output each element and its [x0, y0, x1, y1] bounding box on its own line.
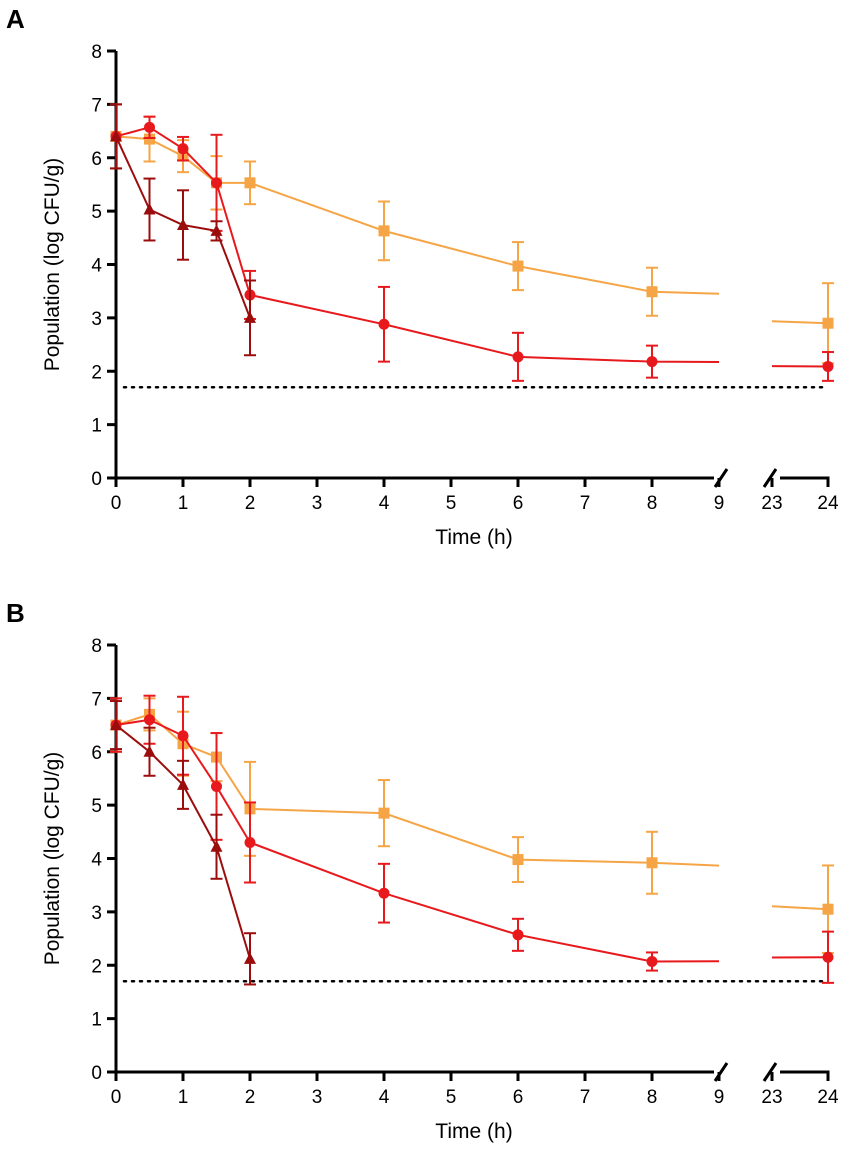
y-tick-label: 0 [91, 1063, 102, 1084]
series-line [772, 906, 828, 909]
x-tick-label: 8 [647, 1087, 658, 1108]
x-tick-label: 4 [379, 1087, 390, 1108]
axis-break-mark [764, 1063, 776, 1081]
y-tick-label: 1 [91, 416, 102, 437]
x-tick-label: 5 [446, 493, 457, 514]
axis-break-mark [715, 1063, 727, 1081]
data-point-triangle [144, 745, 156, 757]
data-point-square [513, 261, 524, 272]
x-tick-label: 24 [817, 493, 839, 514]
x-tick-label: 7 [580, 493, 591, 514]
x-tick-label: 6 [513, 493, 524, 514]
y-axis-title: Population (log CFU/g) [41, 158, 64, 372]
y-tick-label: 6 [91, 743, 102, 764]
data-point-triangle [144, 203, 156, 215]
x-tick-label: 0 [111, 493, 122, 514]
y-axis-title: Population (log CFU/g) [41, 752, 64, 966]
data-point-triangle [244, 952, 256, 964]
y-tick-label: 3 [91, 309, 102, 330]
y-tick-label: 3 [91, 903, 102, 924]
x-axis-title: Time (h) [435, 1120, 512, 1143]
x-tick-label: 8 [647, 493, 658, 514]
y-tick-label: 4 [91, 256, 102, 277]
series-circle [110, 104, 834, 380]
series-line [116, 720, 719, 962]
series-circle [110, 696, 834, 983]
y-tick-label: 8 [91, 42, 102, 63]
data-point-square [647, 857, 658, 868]
y-tick-label: 1 [91, 1010, 102, 1031]
data-point-triangle [211, 840, 223, 852]
series-line [116, 136, 719, 293]
x-tick-label: 7 [580, 1087, 591, 1108]
x-tick-label: 9 [714, 1087, 725, 1108]
data-point-circle [647, 356, 658, 367]
data-point-circle [379, 888, 390, 899]
y-tick-label: 0 [91, 469, 102, 490]
y-tick-label: 6 [91, 149, 102, 170]
data-point-circle [379, 319, 390, 330]
data-point-circle [144, 714, 155, 725]
x-tick-label: 6 [513, 1087, 524, 1108]
data-point-square [823, 904, 834, 915]
y-tick-label: 5 [91, 796, 102, 817]
data-point-square [647, 286, 658, 297]
data-point-circle [823, 361, 834, 372]
y-tick-label: 7 [91, 689, 102, 710]
data-point-square [823, 318, 834, 329]
data-point-circle [178, 730, 189, 741]
y-tick-label: 2 [91, 362, 102, 383]
data-point-circle [513, 929, 524, 940]
data-point-square [513, 854, 524, 865]
y-tick-label: 2 [91, 956, 102, 977]
data-point-circle [144, 122, 155, 133]
y-tick-label: 4 [91, 850, 102, 871]
series-line [772, 321, 828, 323]
axis-break-mark [715, 469, 727, 487]
data-point-circle [647, 956, 658, 967]
series-line [116, 714, 719, 865]
data-point-triangle [177, 219, 189, 231]
axis-break-mark [764, 469, 776, 487]
data-point-triangle [244, 311, 256, 323]
data-point-square [379, 225, 390, 236]
x-tick-label: 2 [245, 1087, 256, 1108]
data-point-circle [513, 351, 524, 362]
x-tick-label: 9 [714, 493, 725, 514]
x-tick-label: 2 [245, 493, 256, 514]
y-tick-label: 8 [91, 636, 102, 657]
series-square [110, 698, 834, 953]
data-point-circle [211, 177, 222, 188]
x-tick-label: 1 [178, 1087, 189, 1108]
x-tick-label: 23 [761, 1087, 782, 1108]
data-point-circle [245, 837, 256, 848]
x-tick-label: 1 [178, 493, 189, 514]
x-axis-title: Time (h) [435, 526, 512, 549]
x-tick-label: 5 [446, 1087, 457, 1108]
x-tick-label: 3 [312, 1087, 323, 1108]
data-point-circle [178, 143, 189, 154]
y-tick-label: 7 [91, 95, 102, 116]
x-tick-label: 0 [111, 1087, 122, 1108]
data-point-circle [823, 952, 834, 963]
x-tick-label: 23 [761, 493, 782, 514]
x-tick-label: 3 [312, 493, 323, 514]
y-tick-label: 5 [91, 202, 102, 223]
data-point-square [245, 177, 256, 188]
x-tick-label: 24 [817, 1087, 839, 1108]
series-line [116, 127, 719, 362]
data-point-circle [211, 781, 222, 792]
x-tick-label: 4 [379, 493, 390, 514]
data-point-square [379, 808, 390, 819]
